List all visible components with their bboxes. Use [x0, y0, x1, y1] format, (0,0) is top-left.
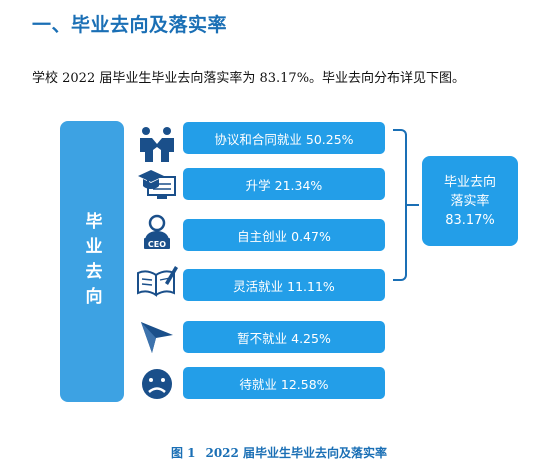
- destination-bar-awaiting: 待就业 12.58%: [183, 367, 385, 399]
- figure-caption: 图 1 2022 届毕业生毕业去向及落实率: [0, 444, 558, 461]
- bracket-connector: [407, 204, 419, 206]
- figure-number: 图 1: [170, 446, 196, 460]
- destination-bar-self-employed: 自主创业 0.47%: [183, 219, 385, 251]
- rate-label-line1: 毕业去向: [443, 174, 496, 190]
- destination-bar-contract: 协议和合同就业 50.25%: [183, 122, 385, 154]
- ceo-person-icon: CEO: [144, 214, 170, 249]
- section-heading: 一、毕业去向及落实率: [32, 14, 228, 36]
- placement-rate-box: 毕业去向 落实率 83.17%: [422, 156, 518, 246]
- grouping-bracket: [393, 129, 407, 281]
- rate-value: 83.17%: [445, 212, 495, 228]
- paper-plane-icon: [141, 322, 173, 353]
- handshake-people-icon: [140, 127, 174, 162]
- figure-title: 2022 届毕业生毕业去向及落实率: [205, 446, 388, 460]
- destination-bar-not-seeking: 暂不就业 4.25%: [183, 321, 385, 353]
- sad-face-icon: [142, 369, 172, 399]
- destination-bar-flexible: 灵活就业 11.11%: [183, 269, 385, 301]
- category-label: 毕业去向: [81, 211, 102, 312]
- rate-label-line2: 落实率: [450, 193, 490, 209]
- svg-text:CEO: CEO: [148, 240, 166, 249]
- book-pen-icon: [137, 266, 178, 297]
- graduation-cap-icon: [138, 170, 176, 199]
- intro-paragraph: 学校 2022 届毕业生毕业去向落实率为 83.17%。毕业去向分布详见下图。: [32, 71, 466, 86]
- destination-bar-further-study: 升学 21.34%: [183, 168, 385, 200]
- category-box: 毕业去向: [60, 121, 124, 402]
